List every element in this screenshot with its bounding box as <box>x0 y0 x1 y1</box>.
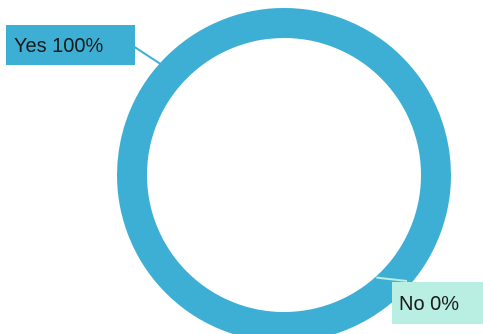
label-box-yes <box>6 25 135 65</box>
slice-label-no: No 0% <box>399 293 459 315</box>
label-box-no <box>392 282 483 324</box>
leader-line-no <box>376 276 408 282</box>
leader-line-yes <box>132 45 162 66</box>
donut-slice-yes <box>117 8 451 334</box>
slice-label-yes: Yes 100% <box>14 35 104 57</box>
